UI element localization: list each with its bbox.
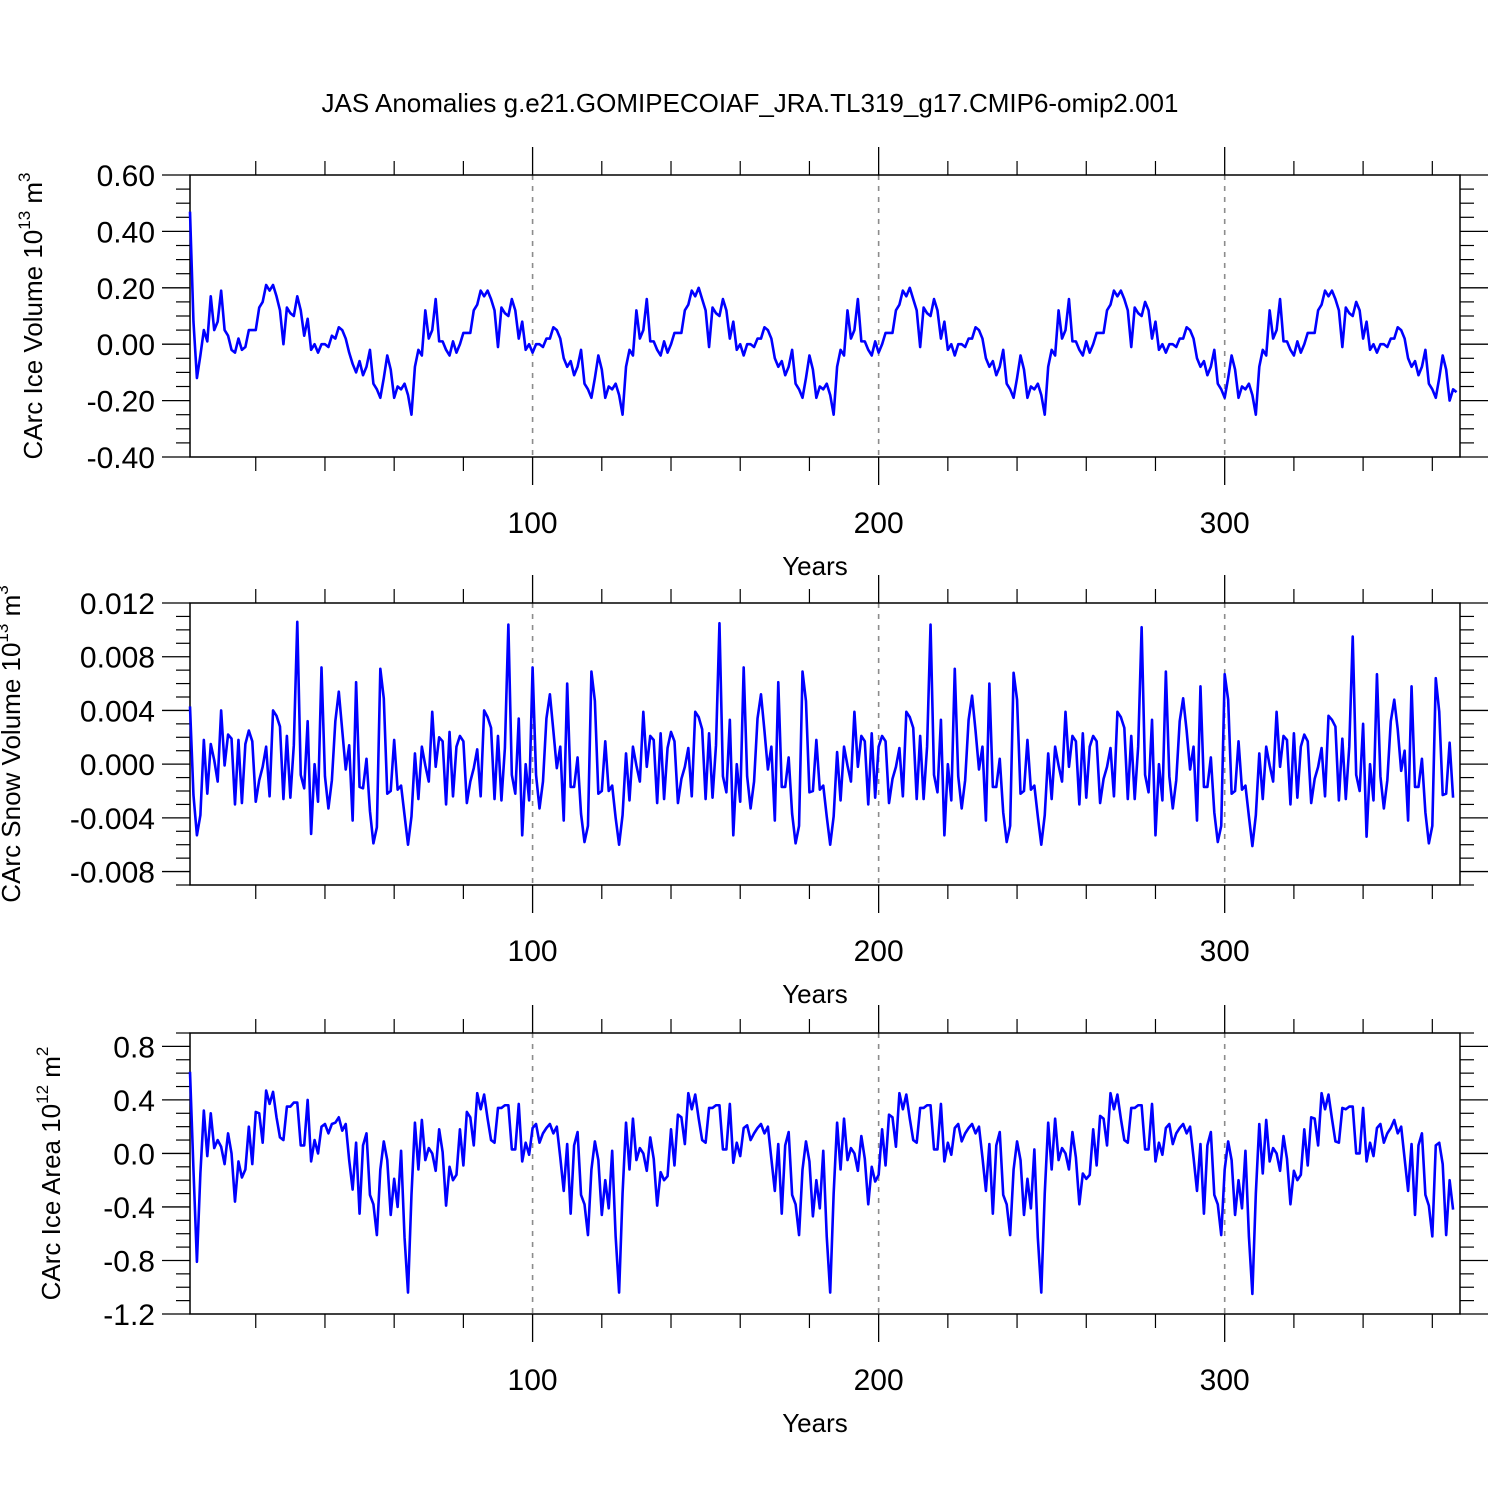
y-tick-label: -0.40 — [87, 442, 155, 475]
y-tick-label: -0.004 — [70, 803, 155, 836]
panel-ice-area: 100 200 300 -1.2 -0.8 -0.4 0.0 0.4 0.8 Years CArc … — [33, 1005, 1488, 1438]
x-axis-label: Years — [782, 979, 848, 1009]
y-axis-label-unit-exponent: 3 — [15, 172, 34, 181]
y-tick-label: -1.2 — [103, 1299, 155, 1332]
y-axis-label-unit: m — [18, 182, 48, 211]
x-tick-label: 100 — [508, 935, 558, 968]
y-axis-label-unit: m — [0, 595, 26, 624]
panel-snow-volume: 100 200 300 -0.008 -0.004 0.000 0.004 0.008 0.01… — [0, 575, 1488, 1009]
chart-title: JAS Anomalies g.e21.GOMIPECOIAF_JRA.TL31… — [322, 88, 1179, 118]
x-tick-label: 300 — [1200, 507, 1250, 540]
y-axis-label-unit-exponent: 3 — [0, 585, 12, 594]
y-axis-label-main: CArc Ice Volume 10 — [18, 230, 48, 460]
y-axis-label-exponent: 12 — [33, 1085, 52, 1104]
y-tick-label: 0.40 — [97, 216, 155, 249]
y-tick-label: 0.004 — [80, 695, 155, 728]
y-axis-label: CArc Ice Volume 1013 m3 — [15, 172, 48, 459]
y-axis-label-exponent: 13 — [15, 211, 34, 230]
y-tick-label: 0.4 — [113, 1085, 155, 1118]
y-axis-label-main: CArc Ice Area 10 — [36, 1104, 66, 1301]
series-line-ice-area — [188, 1071, 1455, 1296]
x-tick-label: 200 — [854, 935, 904, 968]
series-line-snow-volume — [188, 620, 1455, 848]
panel-ice-volume: 100 200 300 -0.40 -0.20 0.00 0.20 0.40 0.60 Years… — [15, 147, 1488, 581]
y-axis-label: CArc Ice Area 1012 m2 — [33, 1047, 66, 1301]
y-tick-label: 0.008 — [80, 642, 155, 675]
y-axis-label-unit-exponent: 2 — [33, 1047, 52, 1056]
plot-frame — [189, 1032, 1461, 1315]
x-axis-label: Years — [782, 1408, 848, 1438]
series-line-ice-volume — [188, 211, 1458, 417]
plot-frame — [189, 602, 1461, 886]
y-axis-label-exponent: 13 — [0, 624, 12, 643]
y-tick-label: -0.20 — [87, 386, 155, 419]
x-tick-label: 100 — [508, 1364, 558, 1397]
y-axis-label: CArc Snow Volume 1013 m3 — [0, 585, 26, 902]
y-tick-label: 0.00 — [97, 329, 155, 362]
y-tick-label: 0.60 — [97, 160, 155, 193]
x-tick-label: 100 — [508, 507, 558, 540]
x-tick-label: 300 — [1200, 1364, 1250, 1397]
y-tick-label: -0.008 — [70, 857, 155, 890]
y-tick-label: -0.8 — [103, 1245, 155, 1278]
y-tick-label: 0.20 — [97, 273, 155, 306]
y-tick-label: 0.000 — [80, 749, 155, 782]
y-tick-label: -0.4 — [103, 1192, 155, 1225]
y-tick-label: 0.012 — [80, 588, 155, 621]
y-axis-label-unit: m — [36, 1056, 66, 1085]
x-tick-label: 300 — [1200, 935, 1250, 968]
x-tick-label: 200 — [854, 507, 904, 540]
x-tick-label: 200 — [854, 1364, 904, 1397]
y-tick-label: 0.8 — [113, 1031, 155, 1064]
x-axis-label: Years — [782, 551, 848, 581]
y-axis-label-main: CArc Snow Volume 10 — [0, 643, 26, 903]
y-tick-label: 0.0 — [113, 1138, 155, 1171]
